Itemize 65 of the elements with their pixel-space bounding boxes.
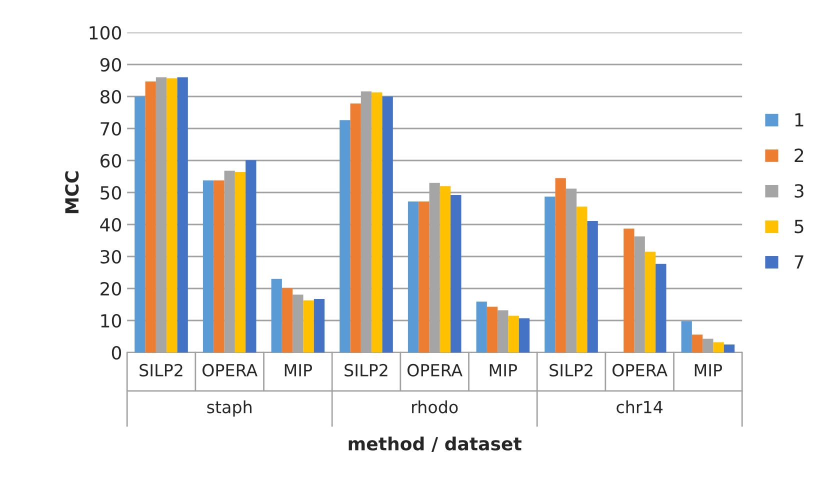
bar — [692, 334, 703, 352]
y-tick-label: 0 — [112, 346, 122, 360]
bar — [214, 180, 224, 352]
bar — [382, 96, 393, 352]
y-tick-label: 90 — [100, 58, 122, 72]
legend-label: 7 — [794, 255, 804, 269]
bar — [202, 180, 214, 352]
bar — [234, 172, 246, 352]
text: chr14 — [616, 400, 663, 414]
y-tick-label: 10 — [101, 314, 122, 328]
x-tick-label: OPERA — [202, 364, 258, 377]
y-tick-label: 20 — [100, 282, 122, 296]
bar — [282, 288, 293, 352]
y-tick-label: 100 — [90, 26, 122, 40]
bar — [271, 278, 282, 352]
bar — [555, 178, 566, 352]
y-tick-label: 80 — [100, 90, 122, 104]
text: rhodo — [412, 400, 458, 414]
bar — [713, 342, 724, 352]
y-tick-label: 60 — [100, 154, 122, 168]
y-tick-label: 40 — [100, 218, 122, 232]
y-tick-label: 70 — [100, 122, 122, 136]
bar — [508, 316, 519, 352]
y-tick-label: 50 — [100, 186, 122, 200]
x-tick-label: OPERA — [612, 364, 668, 377]
x-axis-title: method / dataset — [348, 436, 522, 452]
bar — [681, 321, 692, 352]
bar — [450, 195, 462, 352]
x-tick-label: SILP2 — [344, 364, 388, 377]
bar — [624, 228, 634, 352]
legend-label: 2 — [794, 148, 804, 162]
bar — [134, 96, 146, 352]
bar — [544, 196, 556, 352]
bar — [486, 306, 498, 352]
bar — [656, 264, 666, 352]
legend-label: 1 — [795, 113, 804, 126]
y-tick-label: 30 — [100, 250, 122, 264]
bar — [518, 318, 530, 352]
bar — [145, 81, 156, 352]
x-tick-label: MIP — [284, 364, 312, 376]
bar — [314, 299, 325, 352]
bar — [246, 160, 256, 352]
bar — [476, 302, 487, 352]
bar — [408, 201, 419, 352]
bar — [340, 120, 350, 352]
bar — [418, 201, 430, 352]
y-axis-title: MCC — [65, 171, 79, 214]
x-tick-label: MIP — [490, 364, 518, 376]
bar — [372, 92, 382, 352]
bar — [303, 300, 314, 352]
bar — [166, 78, 178, 352]
bar — [724, 344, 735, 352]
text: staph — [207, 400, 252, 417]
legend-label: 5 — [794, 220, 804, 234]
bar — [350, 104, 361, 352]
bar — [440, 186, 451, 352]
bar — [587, 220, 598, 352]
bar — [177, 77, 188, 352]
x-tick-label: OPERA — [408, 364, 462, 377]
bar — [644, 252, 656, 352]
x-tick-label: SILP2 — [140, 364, 182, 377]
legend-label: 3 — [794, 184, 804, 198]
x-tick-label: MIP — [694, 364, 722, 376]
bar — [576, 206, 588, 352]
x-tick-label: SILP2 — [550, 364, 592, 377]
